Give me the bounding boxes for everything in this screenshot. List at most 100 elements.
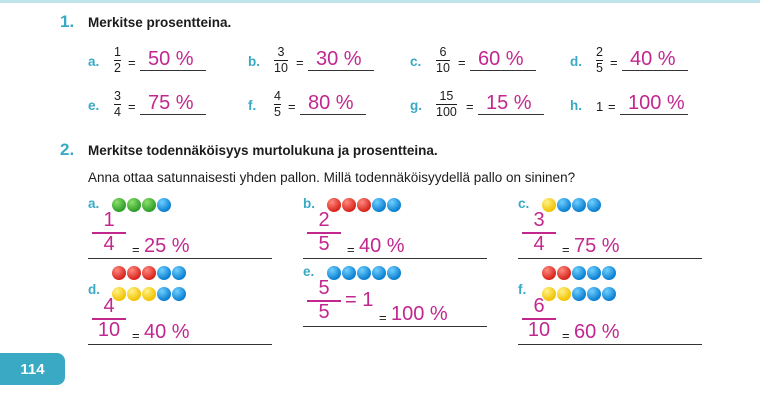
task1-title: Merkitse prosentteina. bbox=[88, 15, 232, 30]
blue-ball-icon bbox=[602, 266, 616, 280]
equals-sign: = bbox=[128, 55, 136, 70]
blue-ball-icon bbox=[157, 198, 171, 212]
handwritten-fraction-bar bbox=[522, 232, 556, 234]
handwritten-numerator: 2 bbox=[318, 209, 330, 231]
task1-item-label: d. bbox=[570, 54, 582, 69]
red-ball-icon bbox=[557, 266, 571, 280]
task2-item-label: c. bbox=[518, 196, 530, 211]
blue-ball-icon bbox=[342, 266, 356, 280]
numerator: 1 bbox=[114, 45, 121, 59]
yellow-ball-icon bbox=[127, 287, 141, 301]
answer-line bbox=[140, 70, 206, 71]
denominator: 2 bbox=[114, 61, 121, 75]
handwritten-answer: 15 % bbox=[486, 92, 532, 114]
denominator: 5 bbox=[274, 105, 281, 119]
handwritten-numerator: 4 bbox=[103, 295, 115, 317]
handwritten-answer: 25 % bbox=[144, 235, 190, 257]
equals-sign: = bbox=[562, 242, 570, 257]
handwritten-denominator: 4 bbox=[103, 233, 115, 255]
yellow-ball-icon bbox=[542, 198, 556, 212]
handwritten-numerator: 5 bbox=[318, 277, 330, 299]
numerator: 15 bbox=[439, 89, 454, 103]
equals-sign: = bbox=[132, 328, 140, 343]
green-ball-icon bbox=[127, 198, 141, 212]
yellow-ball-icon bbox=[112, 287, 126, 301]
blue-ball-icon bbox=[587, 198, 601, 212]
fraction-bar bbox=[596, 60, 603, 61]
answer-line bbox=[518, 258, 702, 259]
handwritten-answer: 40 % bbox=[359, 235, 405, 257]
blue-ball-icon bbox=[157, 266, 171, 280]
answer-line bbox=[470, 70, 536, 71]
task2-item-label: b. bbox=[303, 196, 315, 211]
task2-number: 2. bbox=[60, 140, 75, 159]
answer-line bbox=[622, 70, 688, 71]
red-ball-icon bbox=[542, 266, 556, 280]
green-ball-icon bbox=[112, 198, 126, 212]
handwritten-equals-one: = 1 bbox=[345, 289, 374, 311]
equals-sign: = bbox=[610, 55, 618, 70]
equals-sign: = bbox=[347, 242, 355, 257]
handwritten-answer: 50 % bbox=[148, 48, 194, 70]
equals-sign: = bbox=[608, 99, 616, 114]
blue-ball-icon bbox=[357, 266, 371, 280]
equals-sign: = bbox=[128, 99, 136, 114]
whole-number: 1 bbox=[596, 99, 604, 114]
equals-sign: = bbox=[562, 328, 570, 343]
top-border bbox=[0, 0, 760, 3]
answer-line bbox=[140, 114, 206, 115]
handwritten-fraction-bar bbox=[307, 300, 341, 302]
yellow-ball-icon bbox=[557, 287, 571, 301]
numerator: 4 bbox=[274, 89, 281, 103]
handwritten-denominator: 10 bbox=[527, 319, 551, 341]
task1-item-label: h. bbox=[570, 98, 582, 113]
task1-item-label: a. bbox=[88, 54, 100, 69]
handwritten-numerator: 1 bbox=[103, 209, 115, 231]
red-ball-icon bbox=[127, 266, 141, 280]
fraction: 3 10 bbox=[274, 46, 288, 75]
handwritten-fraction-bar bbox=[307, 232, 341, 234]
task2-item-label: e. bbox=[303, 264, 315, 279]
numerator: 3 bbox=[114, 89, 121, 103]
equals-sign: = bbox=[288, 99, 296, 114]
blue-ball-icon bbox=[572, 266, 586, 280]
handwritten-answer: 100 % bbox=[391, 303, 448, 325]
handwritten-answer: 40 % bbox=[144, 321, 190, 343]
handwritten-answer: 75 % bbox=[574, 235, 620, 257]
handwritten-numerator: 6 bbox=[533, 295, 545, 317]
numerator: 6 bbox=[439, 45, 447, 59]
red-ball-icon bbox=[112, 266, 126, 280]
task1-number: 1. bbox=[60, 12, 75, 31]
numerator: 2 bbox=[596, 45, 603, 59]
blue-ball-icon bbox=[372, 266, 386, 280]
denominator: 100 bbox=[436, 105, 457, 119]
handwritten-answer: 100 % bbox=[628, 92, 685, 114]
page-number: 114 bbox=[0, 353, 65, 385]
blue-ball-icon bbox=[172, 287, 186, 301]
denominator: 4 bbox=[114, 105, 121, 119]
answer-line bbox=[303, 326, 487, 327]
task2-item-label: d. bbox=[88, 282, 100, 297]
task1-item-label: c. bbox=[410, 54, 422, 69]
answer-line bbox=[518, 344, 702, 345]
numerator: 3 bbox=[277, 45, 285, 59]
task2-item-label: f. bbox=[518, 282, 527, 297]
fraction-bar bbox=[436, 60, 450, 61]
handwritten-answer: 60 % bbox=[574, 321, 620, 343]
handwritten-answer: 60 % bbox=[478, 48, 524, 70]
fraction: 6 10 bbox=[436, 46, 450, 75]
blue-ball-icon bbox=[572, 287, 586, 301]
handwritten-answer: 40 % bbox=[630, 48, 676, 70]
yellow-ball-icon bbox=[142, 287, 156, 301]
fraction-bar bbox=[274, 104, 281, 105]
red-ball-icon bbox=[327, 198, 341, 212]
handwritten-numerator: 3 bbox=[533, 209, 545, 231]
blue-ball-icon bbox=[327, 266, 341, 280]
handwritten-fraction-bar bbox=[92, 232, 126, 234]
blue-ball-icon bbox=[587, 266, 601, 280]
equals-sign: = bbox=[132, 242, 140, 257]
blue-ball-icon bbox=[602, 287, 616, 301]
yellow-ball-icon bbox=[542, 287, 556, 301]
